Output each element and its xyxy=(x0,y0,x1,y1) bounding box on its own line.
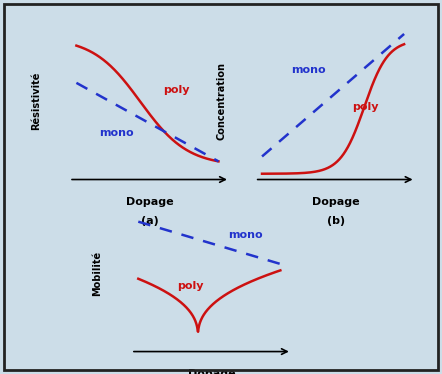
Text: Dopage: Dopage xyxy=(312,197,360,207)
Text: poly: poly xyxy=(352,102,378,113)
Text: poly: poly xyxy=(163,85,190,95)
Text: mono: mono xyxy=(291,65,326,75)
Text: Dopage: Dopage xyxy=(188,369,236,374)
Text: (b): (b) xyxy=(327,215,345,226)
Text: mono: mono xyxy=(99,128,134,138)
Text: mono: mono xyxy=(228,230,263,240)
Text: Résistivité: Résistivité xyxy=(30,72,41,130)
Text: poly: poly xyxy=(177,281,204,291)
Text: Dopage: Dopage xyxy=(126,197,174,207)
Text: (a): (a) xyxy=(141,215,159,226)
Text: Concentration: Concentration xyxy=(216,62,226,140)
Text: Mobilité: Mobilité xyxy=(92,251,103,295)
